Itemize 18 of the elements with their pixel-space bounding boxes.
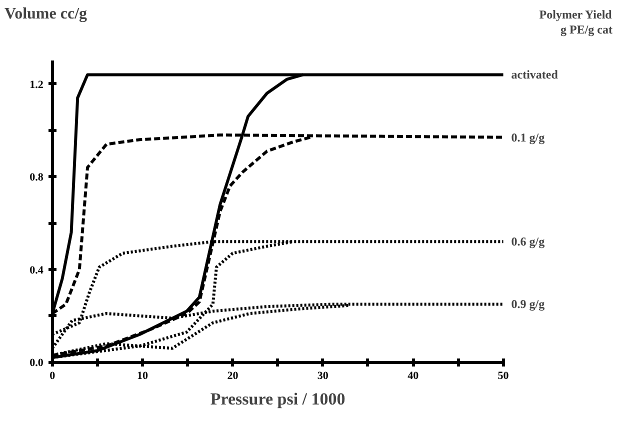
x-tick-label: 10	[137, 370, 149, 382]
x-tick-label: 50	[498, 370, 510, 382]
x-tick-label: 20	[227, 370, 239, 382]
y-tick-label: 1.2	[30, 78, 44, 91]
y-tick-label: 0.4	[30, 264, 44, 276]
y-axis-title: Volume cc/g	[4, 6, 88, 22]
text: g PE/g cat	[560, 22, 613, 36]
y-tick-label: 0.8	[30, 172, 44, 184]
x-tick-label: 0	[50, 370, 56, 382]
y-tick-label: 0.0	[30, 357, 44, 370]
series-label: 0.1 g/g	[511, 130, 545, 144]
x-axis-title: Pressure psi / 1000	[210, 390, 346, 408]
series-label: 0.6 g/g	[511, 234, 545, 249]
x-tick-label: 40	[408, 370, 420, 382]
x-tick-label: 30	[317, 370, 329, 382]
series-label: 0.9 g/g	[511, 297, 545, 312]
series-label: activated	[511, 68, 558, 82]
text: Polymer Yield	[539, 8, 612, 22]
